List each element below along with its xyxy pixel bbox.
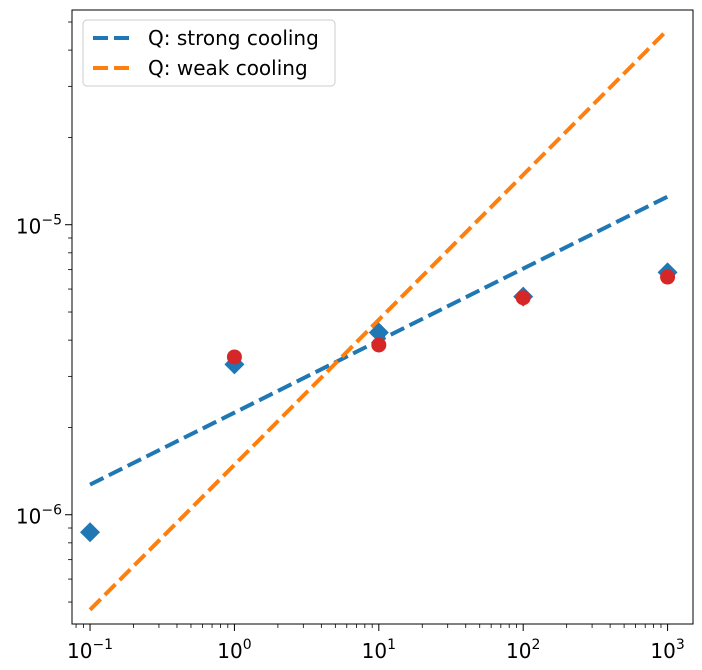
x-tick-label: 100: [217, 637, 251, 663]
x-tick-label: 101: [362, 637, 396, 663]
diamond-point: [368, 322, 389, 343]
circle-point: [226, 349, 242, 365]
major-ticks: 10−1 100 101 102 103 10−6 10−5: [16, 213, 685, 663]
diamond-point: [80, 522, 101, 543]
series-1: [88, 28, 669, 612]
series-3: [226, 269, 676, 365]
circle-point: [371, 337, 387, 353]
legend-label-strong-cooling: Q: strong cooling: [148, 26, 319, 50]
legend: Q: strong cooling Q: weak cooling: [82, 19, 336, 87]
series-line: [88, 28, 669, 612]
circle-point: [660, 269, 676, 285]
x-tick-label: 103: [650, 637, 684, 663]
circle-point: [515, 290, 531, 306]
minor-ticks: [68, 21, 662, 628]
y-tick-label: 10−6: [16, 503, 62, 529]
y-tick-label: 10−5: [16, 213, 62, 239]
series-layer: [80, 28, 678, 612]
legend-box: [82, 19, 336, 87]
x-tick-label: 10−1: [67, 637, 113, 663]
legend-label-weak-cooling: Q: weak cooling: [148, 56, 308, 80]
plot-frame: [71, 9, 694, 625]
x-tick-label: 102: [506, 637, 540, 663]
